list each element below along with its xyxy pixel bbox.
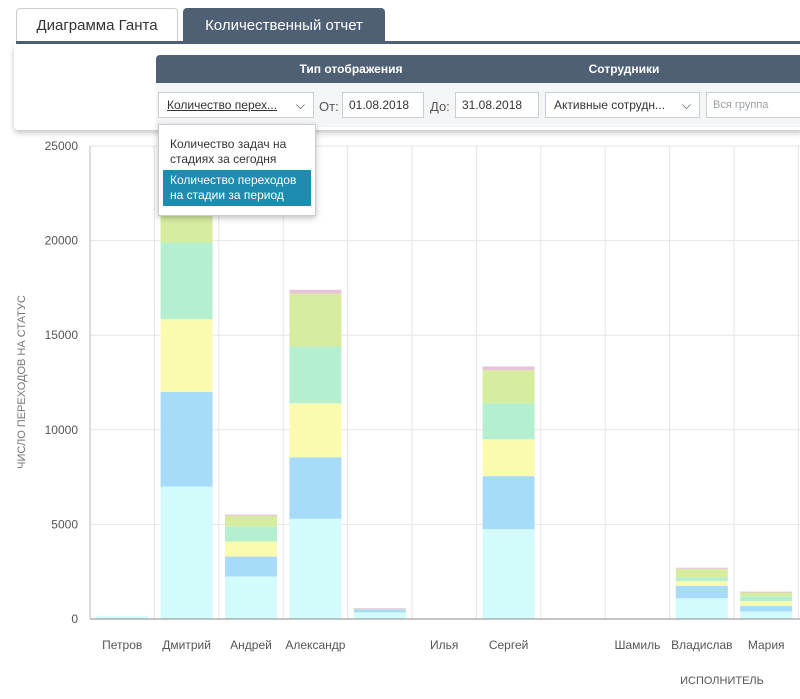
x-tick-label: Андрей (230, 638, 272, 652)
chart-bars (96, 195, 793, 619)
employees-header: Сотрудники (588, 62, 660, 76)
tab-gantt-chart[interactable]: Диаграмма Ганта (16, 8, 178, 42)
bar-segment (675, 568, 728, 578)
x-tick-label: Мария (748, 638, 785, 652)
dropdown-option-tasks-today[interactable]: Количество задач на стадиях за сегодня (170, 137, 287, 166)
chevron-down-icon: ⌵ (295, 97, 305, 112)
chart-axes: 0 5000 10000 15000 20000 25000 Петров Дмитрий Ан… (45, 139, 800, 652)
bar-segment (675, 567, 728, 569)
display-type-header: Тип отображения (299, 62, 403, 76)
x-tick-label: Илья (430, 638, 458, 652)
group-input[interactable]: Вся группа (706, 92, 800, 118)
display-type-dropdown: Количество задач на стадиях за сегодня К… (158, 124, 316, 216)
bar-segment (740, 591, 793, 593)
date-to-input[interactable]: 31.08.2018 (455, 92, 539, 118)
bar-segment (225, 515, 277, 527)
y-tick-label: 10000 (45, 423, 79, 437)
bar-segment (225, 541, 277, 557)
bar-segment (160, 242, 213, 320)
dropdown-option-transitions-period[interactable]: Количество переходов на стадии за период (163, 170, 311, 206)
bar-segment (225, 556, 277, 577)
display-type-value: Количество перех... (167, 98, 278, 112)
bar-segment (96, 616, 149, 619)
x-tick-label: Шамиль (614, 638, 660, 652)
bar-segment (289, 457, 342, 519)
tab-underline (16, 41, 800, 44)
bar-segment (225, 576, 277, 619)
from-label: От: (319, 99, 339, 114)
tab-quantitative-report[interactable]: Количественный отчет (183, 8, 385, 42)
bar-segment (289, 289, 342, 294)
bar-segment (482, 370, 535, 404)
bar-segment (160, 319, 213, 392)
bar-segment (353, 608, 406, 610)
tab-label: Количественный отчет (205, 16, 363, 34)
bar-segment (353, 612, 406, 619)
x-tick-label: Александр (285, 638, 345, 652)
to-label: До: (430, 99, 450, 114)
x-tick-label: Петров (102, 638, 142, 652)
date-from-input[interactable]: 01.08.2018 (342, 92, 424, 118)
x-tick-label: Дмитрий (162, 638, 211, 652)
bar-segment (482, 366, 535, 371)
bar-segment (482, 476, 535, 530)
y-tick-label: 25000 (45, 139, 79, 153)
bar-segment (675, 577, 728, 582)
tab-label: Диаграмма Ганта (36, 17, 158, 34)
bar-segment (740, 605, 793, 612)
y-tick-label: 15000 (45, 328, 79, 342)
bar-segment (675, 585, 728, 599)
x-axis-label: ИСПОЛНИТЕЛЬ (680, 675, 764, 687)
bar-segment (289, 518, 342, 619)
bar-segment (353, 608, 406, 610)
employees-select[interactable]: Активные сотрудн... ⌵ (545, 92, 700, 118)
bar-segment (740, 611, 793, 619)
y-tick-label: 0 (71, 612, 78, 626)
bar-segment (740, 592, 793, 597)
employees-value: Активные сотрудн... (554, 98, 666, 112)
bar-segment (740, 596, 793, 602)
bar-segment (160, 391, 213, 487)
display-type-select[interactable]: Количество перех... ⌵ (158, 92, 314, 118)
bar-segment (225, 514, 277, 516)
bar-segment (740, 601, 793, 606)
bar-segment (353, 609, 406, 613)
x-tick-label: Сергей (489, 638, 529, 652)
chevron-down-icon: ⌵ (681, 97, 691, 112)
y-tick-label: 5000 (51, 517, 78, 531)
y-tick-label: 20000 (45, 234, 79, 248)
bar-segment (482, 439, 535, 477)
bar-segment (482, 403, 535, 440)
y-axis-label: ЧИСЛО ПЕРЕХОДОВ НА СТАТУС (16, 295, 28, 469)
bar-segment (289, 403, 342, 458)
bar-segment (675, 581, 728, 586)
filter-header: Тип отображения Сотрудники (156, 55, 800, 83)
bar-segment (289, 346, 342, 404)
bar-segment (675, 598, 728, 619)
bar-segment (160, 486, 213, 619)
bar-segment (225, 526, 277, 542)
bar-segment (289, 293, 342, 347)
bar-segment (482, 529, 535, 619)
x-tick-label: Владислав (671, 638, 732, 652)
